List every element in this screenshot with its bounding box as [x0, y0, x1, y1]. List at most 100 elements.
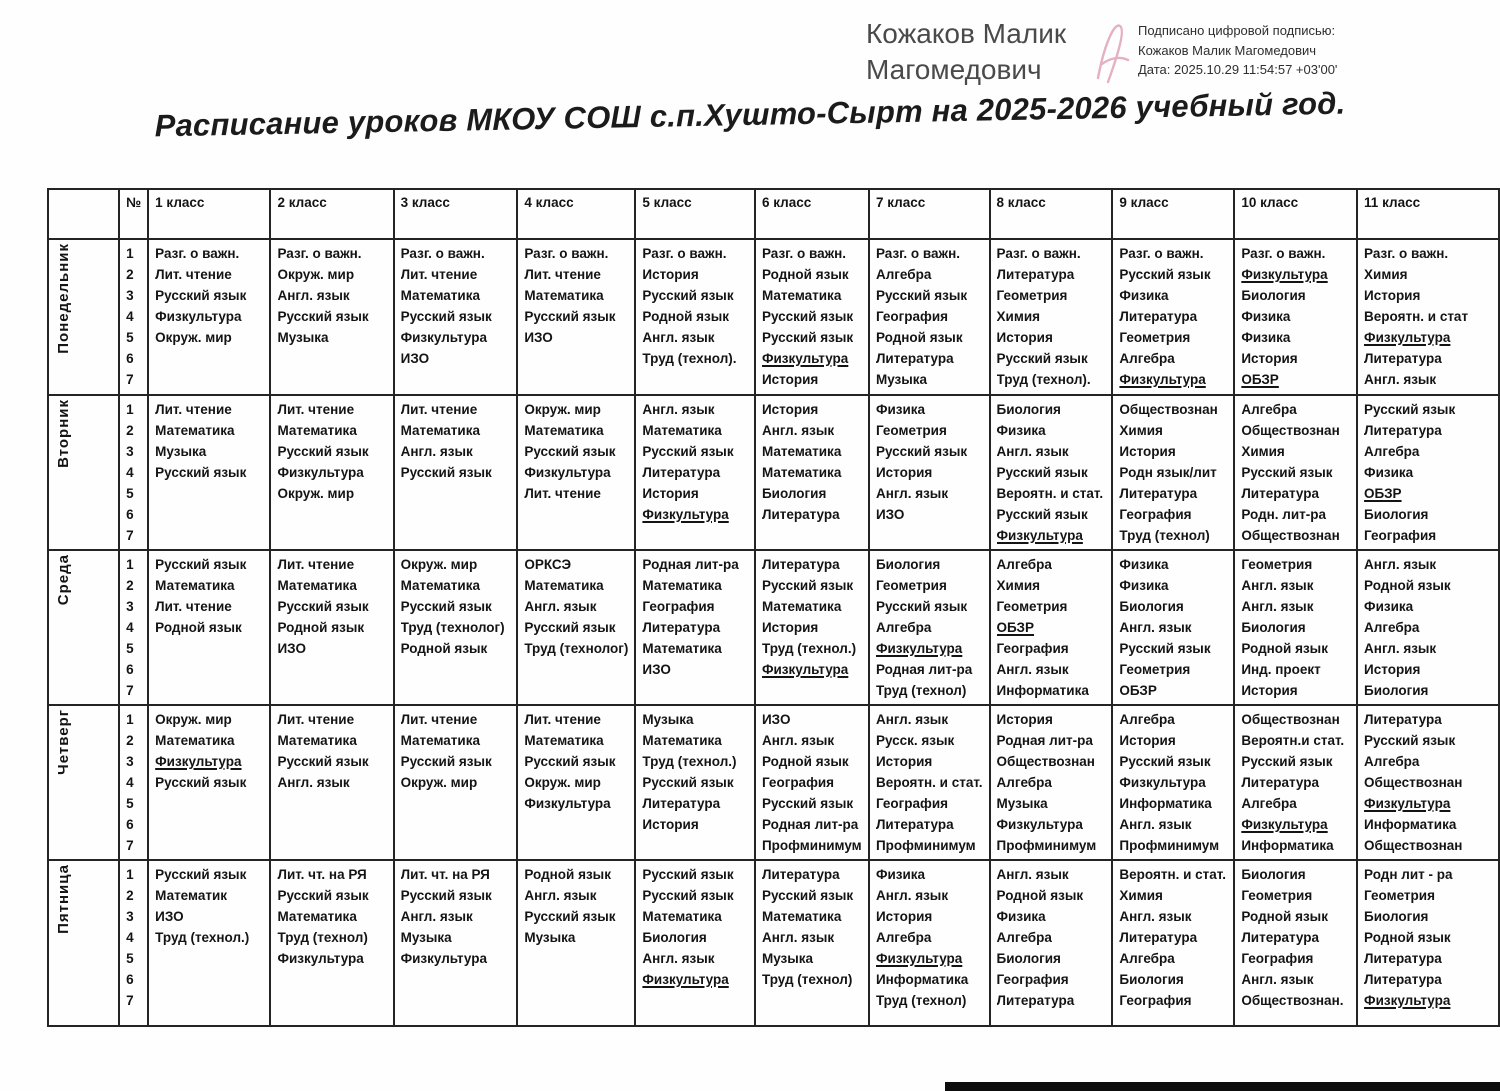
lesson: Окруж. мир	[524, 402, 601, 417]
period-numbers: 1 2 3 4 5 6 7	[118, 549, 150, 706]
lesson: Литература	[1364, 951, 1442, 966]
lesson: Лит. чтение	[400, 267, 478, 282]
lesson: Алгебра	[1119, 951, 1175, 966]
lesson: Математика	[277, 909, 357, 924]
lesson: Лит. чтение	[155, 402, 232, 417]
lesson: Физика	[996, 909, 1046, 924]
schedule-cell-class-5: Англ. язык Математика Русский язык Литерату…	[634, 394, 756, 551]
lesson: Русский язык	[1119, 754, 1211, 769]
lesson: Англ. язык	[996, 867, 1069, 882]
lesson: География	[996, 972, 1069, 987]
lesson: Литература	[642, 465, 721, 480]
lesson: Родной язык	[277, 620, 365, 635]
period-number: 4	[126, 465, 134, 480]
lesson: Разг. о важн.	[277, 246, 362, 261]
lesson: Математика	[400, 423, 480, 438]
period-number: 3	[126, 754, 134, 769]
lesson: География	[996, 641, 1069, 656]
lesson: Математика	[524, 288, 604, 303]
lesson: Алгебра	[1119, 351, 1175, 366]
period-number: 5	[126, 951, 134, 966]
schedule-cell-class-3: Окруж. мир Математика Русский язык Труд (те…	[392, 549, 519, 706]
day-row-2: Вторник 1 2 3 4 5 6 7 Лит. чтение Математика Музык…	[46, 394, 1500, 551]
lesson: Алгебра	[996, 930, 1052, 945]
schedule-cell-class-9: Обществознан Химия История Родн язык/лит Лит…	[1111, 394, 1236, 551]
signature-name-line1: Кожаков Малик	[866, 18, 1067, 49]
lesson: Физкультура	[642, 972, 729, 987]
lesson: Информатика	[1119, 796, 1212, 811]
lesson: Англ. язык	[1364, 641, 1437, 656]
lesson: Лит. чт. на РЯ	[400, 867, 490, 882]
lesson: Русский язык	[1241, 465, 1333, 480]
lesson: Литература	[1364, 423, 1442, 438]
signature-details-line2: Кожаков Малик Магомедович	[1138, 42, 1317, 58]
lesson: ИЗО	[524, 330, 553, 345]
lesson: Русский язык	[996, 507, 1088, 522]
lesson: Информатика	[875, 972, 969, 987]
lesson: История	[1364, 288, 1421, 303]
lesson: Геометрия	[1241, 888, 1313, 903]
lesson: Лит. чтение	[524, 267, 601, 282]
lesson: Англ. язык	[1241, 972, 1314, 987]
lesson: Русский язык	[400, 465, 492, 480]
lesson: Русский язык	[524, 309, 616, 324]
period-number: 2	[126, 733, 134, 748]
lesson: Алгебра	[1241, 402, 1297, 417]
schedule-cell-class-2: Разг. о важн. Окруж. мир Англ. язык Русский…	[269, 238, 395, 396]
period-number: 2	[126, 888, 134, 903]
schedule-cell-class-9: Физика Физика Биология Англ. язык Русский яз…	[1111, 549, 1236, 706]
lesson: История	[875, 465, 933, 480]
lesson: Русский язык	[996, 351, 1088, 366]
lesson: Русск. язык	[875, 733, 955, 748]
lesson: Родная лит-ра	[875, 662, 973, 677]
lesson: Математика	[642, 733, 722, 748]
schedule-cell-class-11: Разг. о важн. Химия История Вероятн. и стат…	[1356, 238, 1500, 396]
schedule-cell-class-10: Геометрия Англ. язык Англ. язык Биология Род…	[1233, 549, 1359, 706]
schedule-cell-class-3: Лит. чтение Математика Англ. язык Русский я…	[392, 394, 519, 551]
lesson: ОБЗР	[996, 620, 1035, 635]
schedule-cell-class-10: Обществознан Вероятн.и стат. Русский язык Л…	[1233, 704, 1359, 861]
lesson: Обществознан	[996, 754, 1095, 769]
lesson: Физкультура	[277, 951, 364, 966]
lesson: Родн лит - ра	[1364, 867, 1453, 882]
schedule-cell-class-10: Биология Геометрия Родной язык Литература Ге…	[1233, 859, 1359, 1027]
class-header-9: 9 класс	[1111, 188, 1236, 240]
lesson: Русский язык	[400, 754, 492, 769]
lesson: Обществознан	[1364, 775, 1463, 790]
period-number: 1	[126, 246, 134, 261]
lesson: Русский язык	[155, 867, 247, 882]
lesson: Труд (технол)	[1119, 528, 1210, 543]
lesson: Русский язык	[642, 867, 734, 882]
day-label-cell: Вторник	[46, 394, 121, 551]
lesson: Физкультура	[761, 351, 849, 366]
lesson: Геометрия	[1241, 557, 1313, 572]
period-number: 5	[126, 641, 134, 656]
lesson: Обществознан	[1119, 402, 1218, 417]
lesson: Литература	[875, 351, 954, 366]
lesson: Вероятн. и стат.	[875, 775, 983, 790]
lesson: Биология	[996, 402, 1061, 417]
lesson: Физкультура	[1364, 993, 1451, 1008]
class-header-8: 8 класс	[988, 188, 1114, 240]
lesson: Биология	[642, 930, 707, 945]
lesson: Разг. о важн.	[642, 246, 727, 261]
lesson: Русский язык	[761, 330, 854, 345]
lesson: Вероятн. и стат.	[996, 486, 1104, 501]
lesson: Труд (технол)	[875, 683, 967, 698]
lesson: Русский язык	[642, 444, 734, 459]
period-number: 6	[126, 507, 134, 522]
lesson: География	[875, 309, 949, 324]
lesson: Математика	[400, 733, 480, 748]
lesson: ИЗО	[875, 507, 905, 522]
lesson: Математика	[155, 423, 235, 438]
lesson: История	[1241, 683, 1298, 698]
lesson: Алгебра	[1241, 796, 1297, 811]
lesson: Русский язык	[524, 909, 616, 924]
period-number: 5	[126, 330, 134, 345]
period-number: 4	[126, 930, 134, 945]
lesson: Биология	[761, 486, 827, 501]
lesson: Физика	[1119, 288, 1169, 303]
lesson: Информатика	[1364, 817, 1457, 832]
lesson: Геометрия	[1119, 330, 1191, 345]
lesson: Англ. язык	[1119, 620, 1192, 635]
